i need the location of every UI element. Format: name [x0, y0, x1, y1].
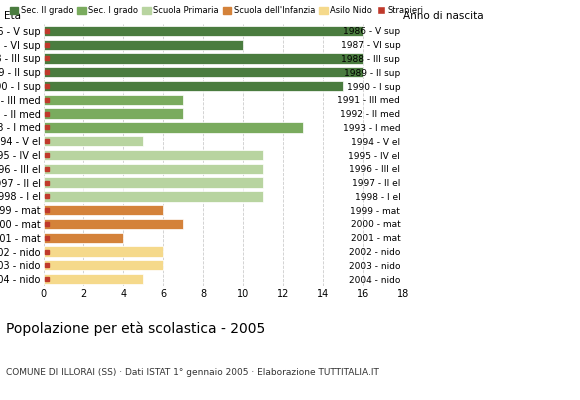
Bar — [44, 191, 263, 202]
Bar — [44, 40, 243, 50]
Bar — [44, 274, 143, 284]
Text: Popolazione per età scolastica - 2005: Popolazione per età scolastica - 2005 — [6, 322, 265, 336]
Bar — [44, 67, 363, 78]
Bar — [44, 260, 164, 270]
Bar — [44, 108, 183, 119]
Bar — [44, 232, 124, 243]
Bar — [44, 122, 303, 132]
Bar — [44, 178, 263, 188]
Bar — [44, 205, 164, 215]
Text: Anno di nascita: Anno di nascita — [403, 11, 484, 21]
Bar — [44, 136, 143, 146]
Bar — [44, 164, 263, 174]
Text: COMUNE DI ILLORAI (SS) · Dati ISTAT 1° gennaio 2005 · Elaborazione TUTTITALIA.IT: COMUNE DI ILLORAI (SS) · Dati ISTAT 1° g… — [6, 368, 379, 377]
Bar — [44, 219, 183, 229]
Bar — [44, 53, 363, 64]
Bar — [44, 81, 343, 91]
Legend: Sec. II grado, Sec. I grado, Scuola Primaria, Scuola dell'Infanzia, Asilo Nido, : Sec. II grado, Sec. I grado, Scuola Prim… — [10, 6, 423, 15]
Bar — [44, 95, 183, 105]
Bar — [44, 26, 363, 36]
Bar — [44, 246, 164, 257]
Bar — [44, 150, 263, 160]
Text: Età: Età — [4, 11, 21, 21]
